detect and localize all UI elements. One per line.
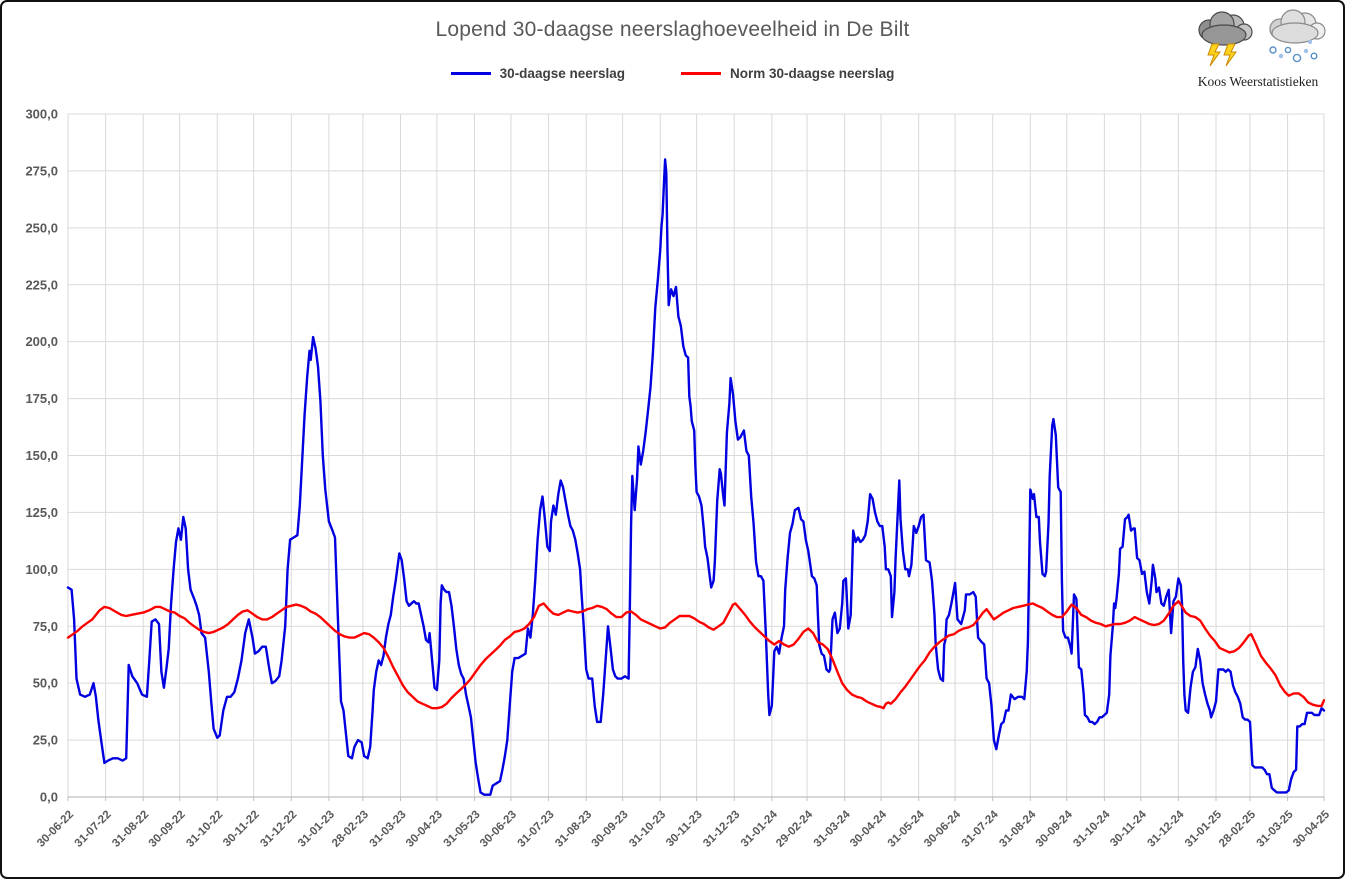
- svg-text:25,0: 25,0: [33, 733, 58, 748]
- svg-text:31-03-25: 31-03-25: [1255, 808, 1296, 849]
- svg-text:31-10-23: 31-10-23: [627, 809, 668, 850]
- svg-text:225,0: 225,0: [25, 277, 58, 292]
- legend-item-30-daagse-neerslag: 30-daagse neerslag: [450, 66, 625, 81]
- legend-label: 30-daagse neerslag: [499, 66, 625, 81]
- svg-text:31-07-22: 31-07-22: [73, 809, 114, 850]
- svg-text:75,0: 75,0: [33, 619, 58, 634]
- svg-text:50,0: 50,0: [33, 676, 58, 691]
- svg-text:30-06-23: 30-06-23: [478, 809, 519, 850]
- svg-text:31-03-24: 31-03-24: [812, 808, 853, 849]
- svg-text:31-08-24: 31-08-24: [997, 808, 1038, 849]
- branding-logo: Koos Weerstatistieken: [1183, 8, 1333, 90]
- svg-text:31-08-22: 31-08-22: [110, 809, 151, 850]
- svg-text:30-09-23: 30-09-23: [590, 809, 631, 850]
- chart-title: Lopend 30-daagse neerslaghoeveelheid in …: [435, 18, 910, 41]
- svg-text:31-03-23: 31-03-23: [368, 809, 409, 850]
- svg-text:100,0: 100,0: [25, 562, 58, 577]
- svg-text:275,0: 275,0: [25, 163, 58, 178]
- svg-text:0,0: 0,0: [40, 790, 58, 805]
- svg-text:31-12-22: 31-12-22: [258, 809, 299, 850]
- chart-legend: 30-daagse neerslag Norm 30-daagse neersl…: [2, 66, 1343, 81]
- svg-text:30-11-23: 30-11-23: [664, 809, 705, 850]
- svg-text:28-02-23: 28-02-23: [330, 809, 371, 850]
- svg-text:31-12-23: 31-12-23: [701, 809, 742, 850]
- svg-text:30-04-25: 30-04-25: [1291, 808, 1332, 849]
- branding-name: Koos Weerstatistieken: [1197, 74, 1319, 89]
- svg-text:30-09-24: 30-09-24: [1034, 808, 1075, 849]
- svg-text:31-05-23: 31-05-23: [442, 809, 483, 850]
- svg-text:31-08-23: 31-08-23: [553, 809, 594, 850]
- svg-text:30-09-22: 30-09-22: [147, 809, 188, 850]
- legend-line-red: [681, 72, 721, 75]
- svg-text:31-01-23: 31-01-23: [296, 809, 337, 850]
- svg-text:29-02-24: 29-02-24: [774, 808, 815, 849]
- svg-text:125,0: 125,0: [25, 505, 58, 520]
- svg-text:31-10-24: 31-10-24: [1071, 808, 1112, 849]
- series-30-daagse-neerslag: [66, 158, 1326, 796]
- svg-text:31-07-23: 31-07-23: [516, 809, 557, 850]
- svg-text:31-10-22: 31-10-22: [184, 809, 225, 850]
- legend-line-blue: [450, 72, 491, 75]
- snow-cloud-icon: [1269, 9, 1326, 63]
- svg-text:175,0: 175,0: [25, 391, 58, 406]
- svg-text:30-06-22: 30-06-22: [35, 809, 76, 850]
- storm-cloud-icon: [1198, 11, 1253, 67]
- svg-text:200,0: 200,0: [25, 334, 58, 349]
- svg-text:30-04-24: 30-04-24: [848, 808, 889, 849]
- legend-item-norm-30-daagse-neerslag: Norm 30-daagse neerslag: [681, 66, 894, 81]
- svg-text:30-11-22: 30-11-22: [221, 809, 262, 850]
- svg-text:31-12-24: 31-12-24: [1145, 808, 1186, 849]
- svg-text:150,0: 150,0: [25, 448, 58, 463]
- svg-text:300,0: 300,0: [25, 107, 58, 122]
- weather-logo: [1183, 8, 1333, 70]
- svg-text:31-01-24: 31-01-24: [739, 808, 780, 849]
- svg-text:31-05-24: 31-05-24: [886, 808, 927, 849]
- svg-text:250,0: 250,0: [25, 220, 58, 235]
- svg-text:28-02-25: 28-02-25: [1217, 808, 1258, 849]
- svg-text:31-07-24: 31-07-24: [960, 808, 1001, 849]
- svg-text:30-06-24: 30-06-24: [922, 808, 963, 849]
- series-norm-30-daagse-neerslag: [66, 600, 1326, 710]
- svg-text:30-11-24: 30-11-24: [1108, 808, 1149, 849]
- svg-text:30-04-23: 30-04-23: [404, 809, 445, 850]
- legend-label: Norm 30-daagse neerslag: [730, 66, 895, 81]
